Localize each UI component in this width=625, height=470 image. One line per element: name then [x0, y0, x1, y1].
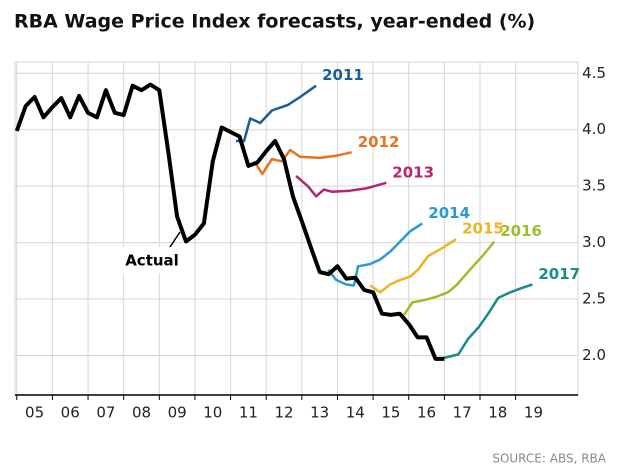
x-tick-label: 16 — [417, 404, 436, 422]
label-box — [118, 247, 186, 273]
forecast-line — [439, 283, 533, 361]
y-tick-label: 3.0 — [582, 233, 606, 251]
forecast-line — [295, 175, 387, 198]
x-tick-label: 13 — [310, 404, 329, 422]
x-tick-label: 06 — [61, 404, 80, 422]
chart-title: RBA Wage Price Index forecasts, year-end… — [14, 11, 535, 33]
x-tick-label: 05 — [25, 404, 44, 422]
series-label: 2015 — [462, 220, 504, 238]
y-tick-label: 2.5 — [582, 290, 606, 308]
series-label: 2017 — [538, 265, 580, 283]
series-label: 2016 — [500, 222, 542, 240]
forecast-line — [327, 222, 423, 287]
series-label: 2013 — [392, 163, 434, 181]
x-tick-label: 08 — [132, 404, 151, 422]
y-tick-label: 2.0 — [582, 346, 606, 364]
forecast-line — [369, 238, 457, 294]
y-tick-label: 3.5 — [582, 177, 606, 195]
y-tick-label: 4.0 — [582, 120, 606, 138]
series-label: 2011 — [322, 66, 364, 84]
x-tick-label: 10 — [203, 404, 222, 422]
x-tick-label: 14 — [346, 404, 365, 422]
source-note: SOURCE: ABS, RBA — [492, 452, 606, 466]
forecast-line — [403, 240, 496, 316]
x-tick-label: 09 — [168, 404, 187, 422]
y-tick-label: 4.5 — [582, 64, 606, 82]
forecast-line — [253, 148, 352, 176]
actual-label: Actual — [118, 231, 186, 273]
forecast-line — [235, 84, 317, 143]
x-tick-label: 11 — [239, 404, 258, 422]
series-label: 2014 — [428, 204, 470, 222]
series-label: 2012 — [358, 133, 400, 151]
actual-line — [14, 82, 445, 361]
x-tick-label: 15 — [381, 404, 400, 422]
x-tick-label: 07 — [96, 404, 115, 422]
series-label: Actual — [125, 252, 179, 270]
x-tick-label: 19 — [524, 404, 543, 422]
x-tick-label: 12 — [274, 404, 293, 422]
x-tick-label: 18 — [488, 404, 507, 422]
x-tick-label: 17 — [453, 404, 472, 422]
